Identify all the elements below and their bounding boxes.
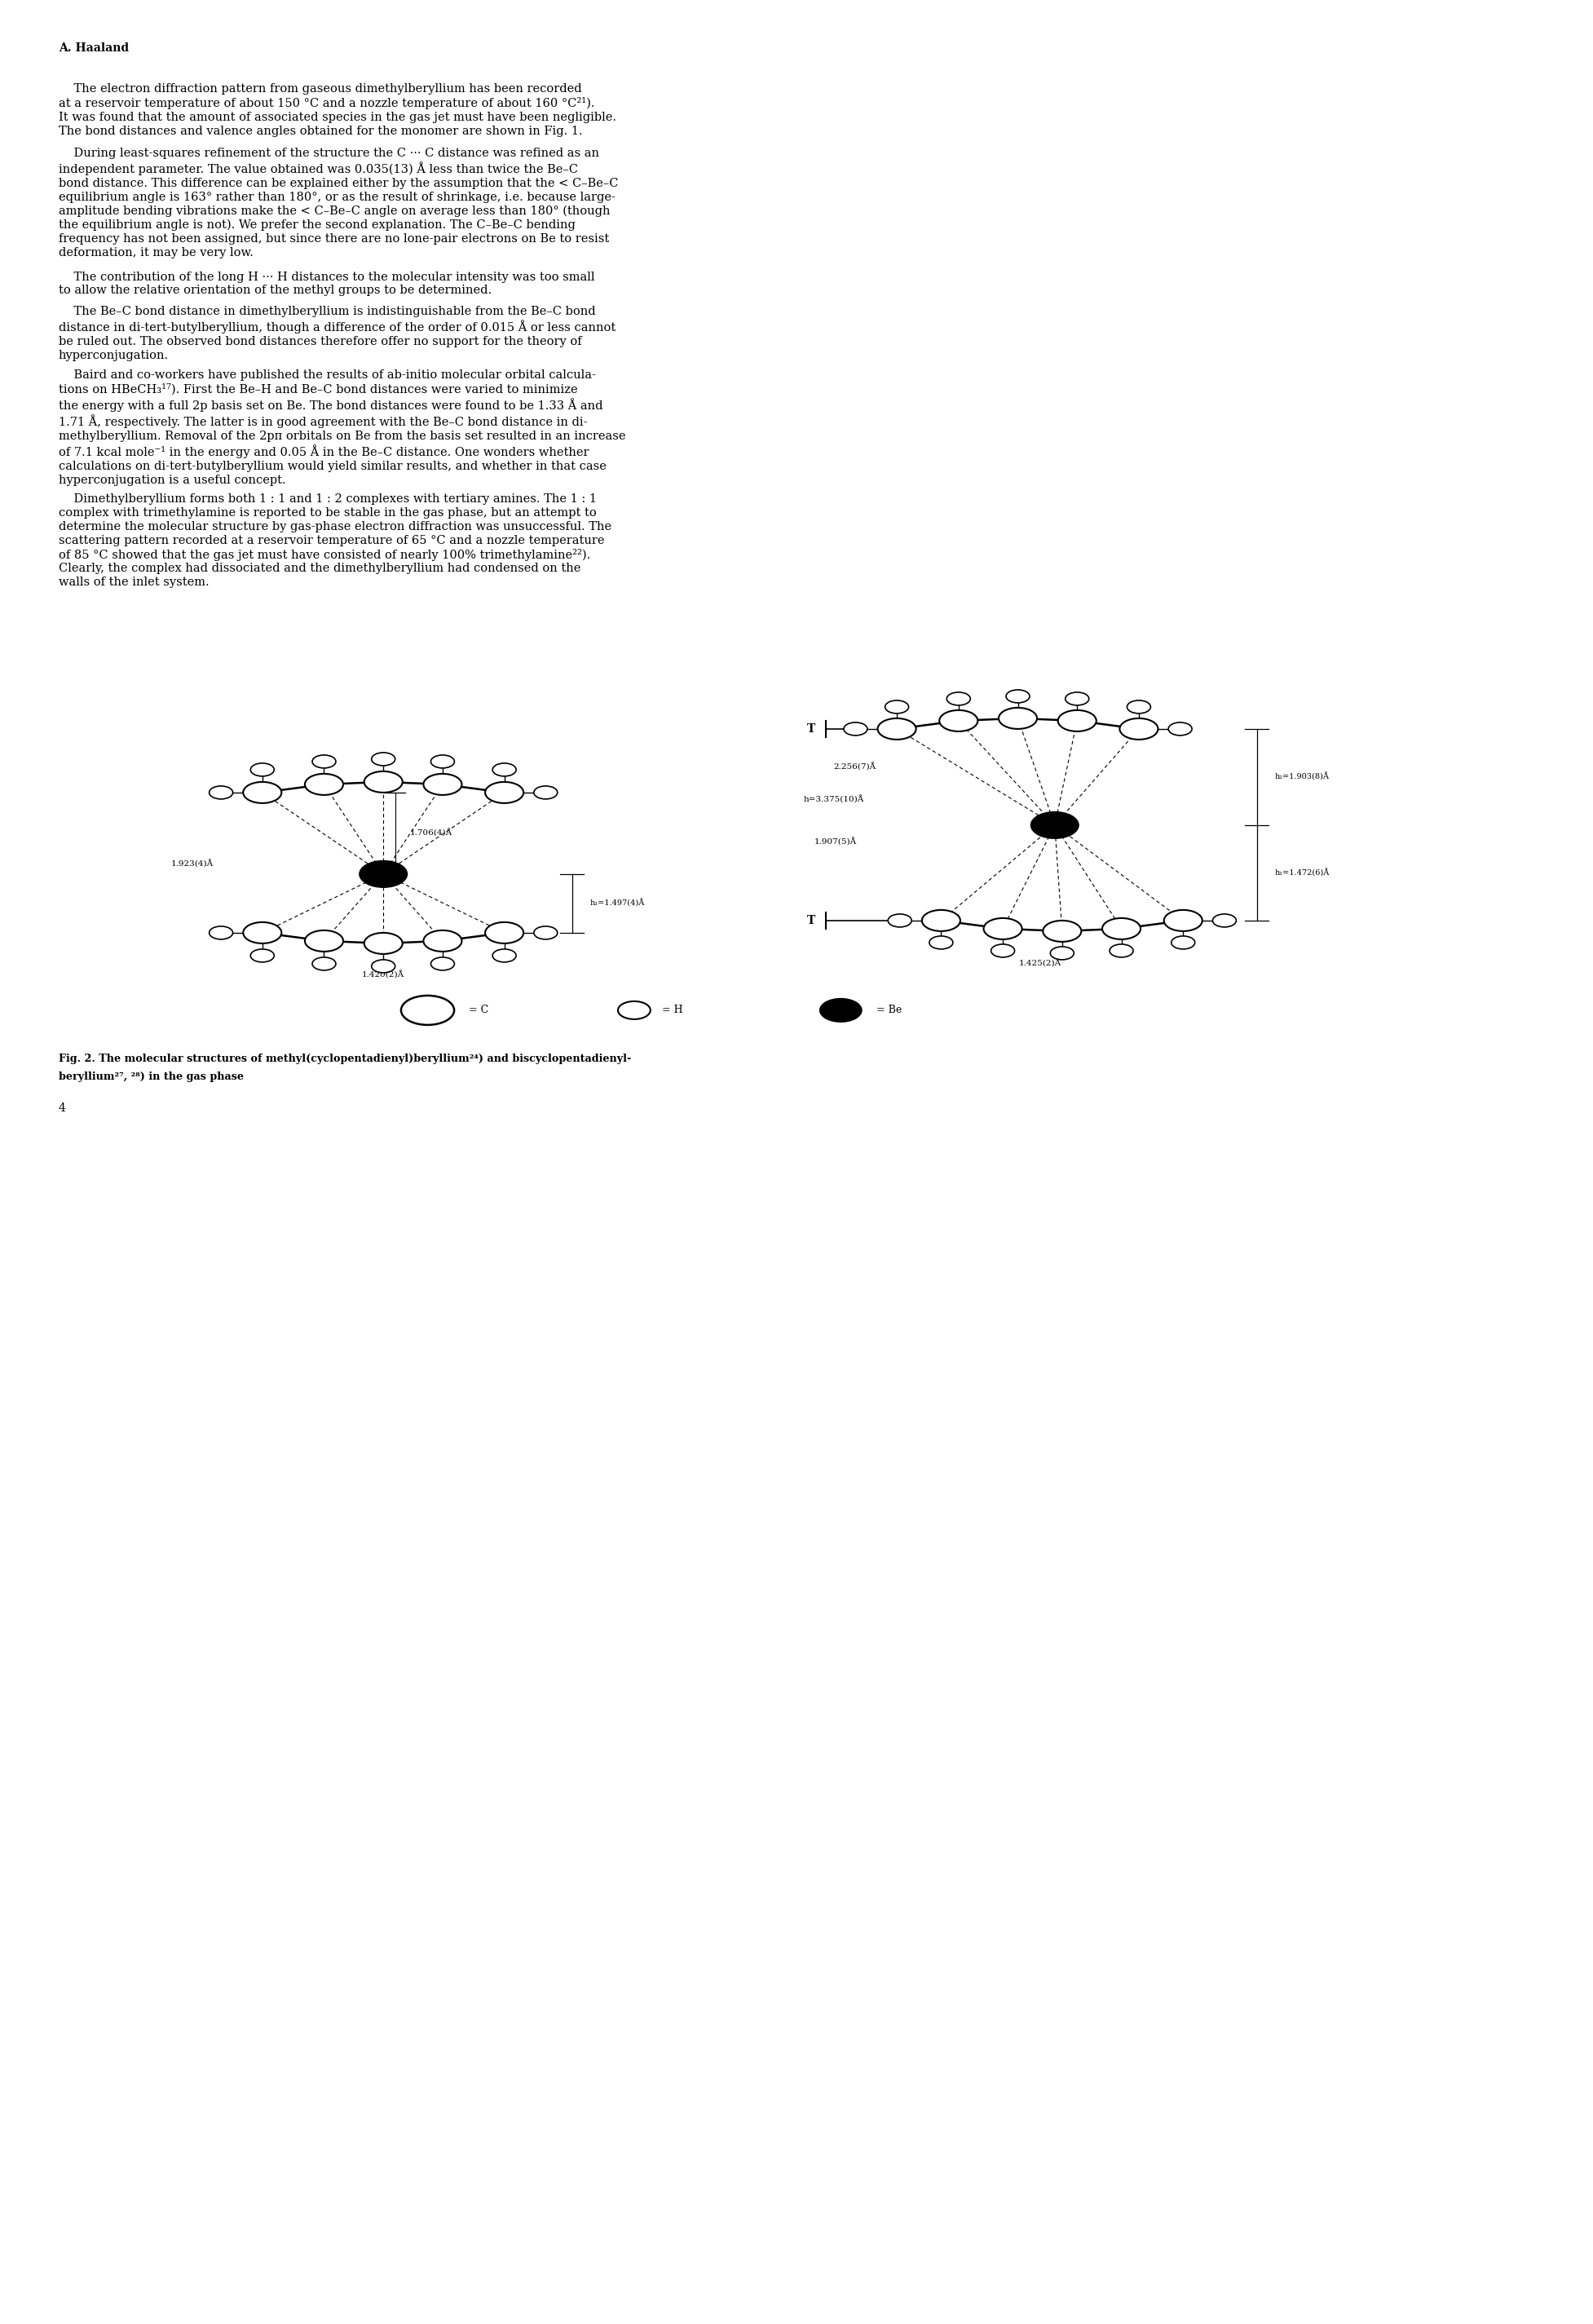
Circle shape (244, 923, 282, 944)
Text: = H: = H (663, 1004, 683, 1016)
Text: 1.923(4)Å: 1.923(4)Å (170, 860, 213, 869)
Circle shape (430, 957, 454, 971)
Circle shape (1168, 723, 1192, 734)
Circle shape (1110, 944, 1133, 957)
Text: = Be: = Be (876, 1004, 902, 1016)
Text: During least-squares refinement of the structure the C ··· C distance was refine: During least-squares refinement of the s… (59, 146, 618, 258)
Circle shape (1043, 920, 1082, 941)
Text: The electron diffraction pattern from gaseous dimethylberyllium has been recorde: The electron diffraction pattern from ga… (59, 84, 616, 137)
Circle shape (878, 718, 916, 739)
Circle shape (1031, 811, 1078, 839)
Circle shape (486, 923, 524, 944)
Circle shape (250, 762, 274, 776)
Circle shape (365, 772, 403, 792)
Circle shape (250, 948, 274, 962)
Circle shape (999, 709, 1037, 730)
Circle shape (1058, 711, 1096, 732)
Circle shape (365, 932, 403, 953)
Circle shape (887, 913, 911, 927)
Circle shape (312, 957, 336, 971)
Circle shape (492, 948, 516, 962)
Circle shape (1171, 937, 1195, 948)
Circle shape (1126, 700, 1150, 713)
Text: 1.420(2)Å: 1.420(2)Å (362, 971, 405, 978)
Text: The contribution of the long H ··· H distances to the molecular intensity was to: The contribution of the long H ··· H dis… (59, 272, 594, 295)
Circle shape (1212, 913, 1236, 927)
Text: The Be–C bond distance in dimethylberyllium is indistinguishable from the Be–C b: The Be–C bond distance in dimethylberyll… (59, 304, 616, 360)
Text: = C: = C (468, 1004, 489, 1016)
Text: Dimethylberyllium forms both 1 : 1 and 1 : 2 complexes with tertiary amines. The: Dimethylberyllium forms both 1 : 1 and 1… (59, 493, 612, 588)
Text: 1.425(2)Å: 1.425(2)Å (1018, 960, 1061, 967)
Text: h=3.375(10)Å: h=3.375(10)Å (804, 795, 865, 804)
Text: Fig. 2. The molecular structures of methyl(cyclopentadienyl)beryllium²⁴) and bis: Fig. 2. The molecular structures of meth… (59, 1053, 631, 1064)
Circle shape (534, 786, 558, 799)
Circle shape (820, 999, 862, 1023)
Circle shape (304, 930, 342, 951)
Circle shape (371, 960, 395, 974)
Circle shape (1050, 946, 1074, 960)
Circle shape (424, 930, 462, 951)
Text: beryllium²⁷, ²⁸) in the gas phase: beryllium²⁷, ²⁸) in the gas phase (59, 1071, 244, 1083)
Circle shape (492, 762, 516, 776)
Circle shape (312, 755, 336, 767)
Text: h₁=1.497(4)Å: h₁=1.497(4)Å (589, 899, 645, 909)
Text: T: T (808, 723, 816, 734)
Circle shape (940, 711, 978, 732)
Circle shape (486, 781, 524, 804)
Circle shape (929, 937, 953, 948)
Circle shape (618, 1002, 650, 1020)
Circle shape (886, 700, 908, 713)
Circle shape (1120, 718, 1158, 739)
Circle shape (991, 944, 1015, 957)
Circle shape (1164, 911, 1203, 932)
Circle shape (424, 774, 462, 795)
Circle shape (1007, 690, 1029, 702)
Circle shape (371, 753, 395, 765)
Text: 4: 4 (59, 1102, 65, 1113)
Circle shape (430, 755, 454, 767)
Circle shape (209, 927, 233, 939)
Circle shape (1066, 693, 1090, 704)
Circle shape (534, 927, 558, 939)
Circle shape (946, 693, 970, 704)
Text: h₂=1.903(8)Å: h₂=1.903(8)Å (1274, 774, 1329, 781)
Text: 1.706(4)Å: 1.706(4)Å (409, 830, 452, 837)
Text: Baird and co-workers have published the results of ab-initio molecular orbital c: Baird and co-workers have published the … (59, 370, 626, 486)
Text: A. Haaland: A. Haaland (59, 42, 129, 53)
Text: T: T (808, 916, 816, 927)
Circle shape (304, 774, 342, 795)
Text: 2.256(7)Å: 2.256(7)Å (833, 762, 876, 772)
Circle shape (244, 781, 282, 804)
Circle shape (360, 860, 406, 888)
Circle shape (983, 918, 1023, 939)
Circle shape (922, 911, 961, 932)
Circle shape (844, 723, 867, 734)
Text: h₁=1.472(6)Å: h₁=1.472(6)Å (1274, 869, 1330, 876)
Text: 1.907(5)Å: 1.907(5)Å (814, 839, 857, 846)
Circle shape (401, 995, 454, 1025)
Circle shape (1102, 918, 1141, 939)
Circle shape (209, 786, 233, 799)
